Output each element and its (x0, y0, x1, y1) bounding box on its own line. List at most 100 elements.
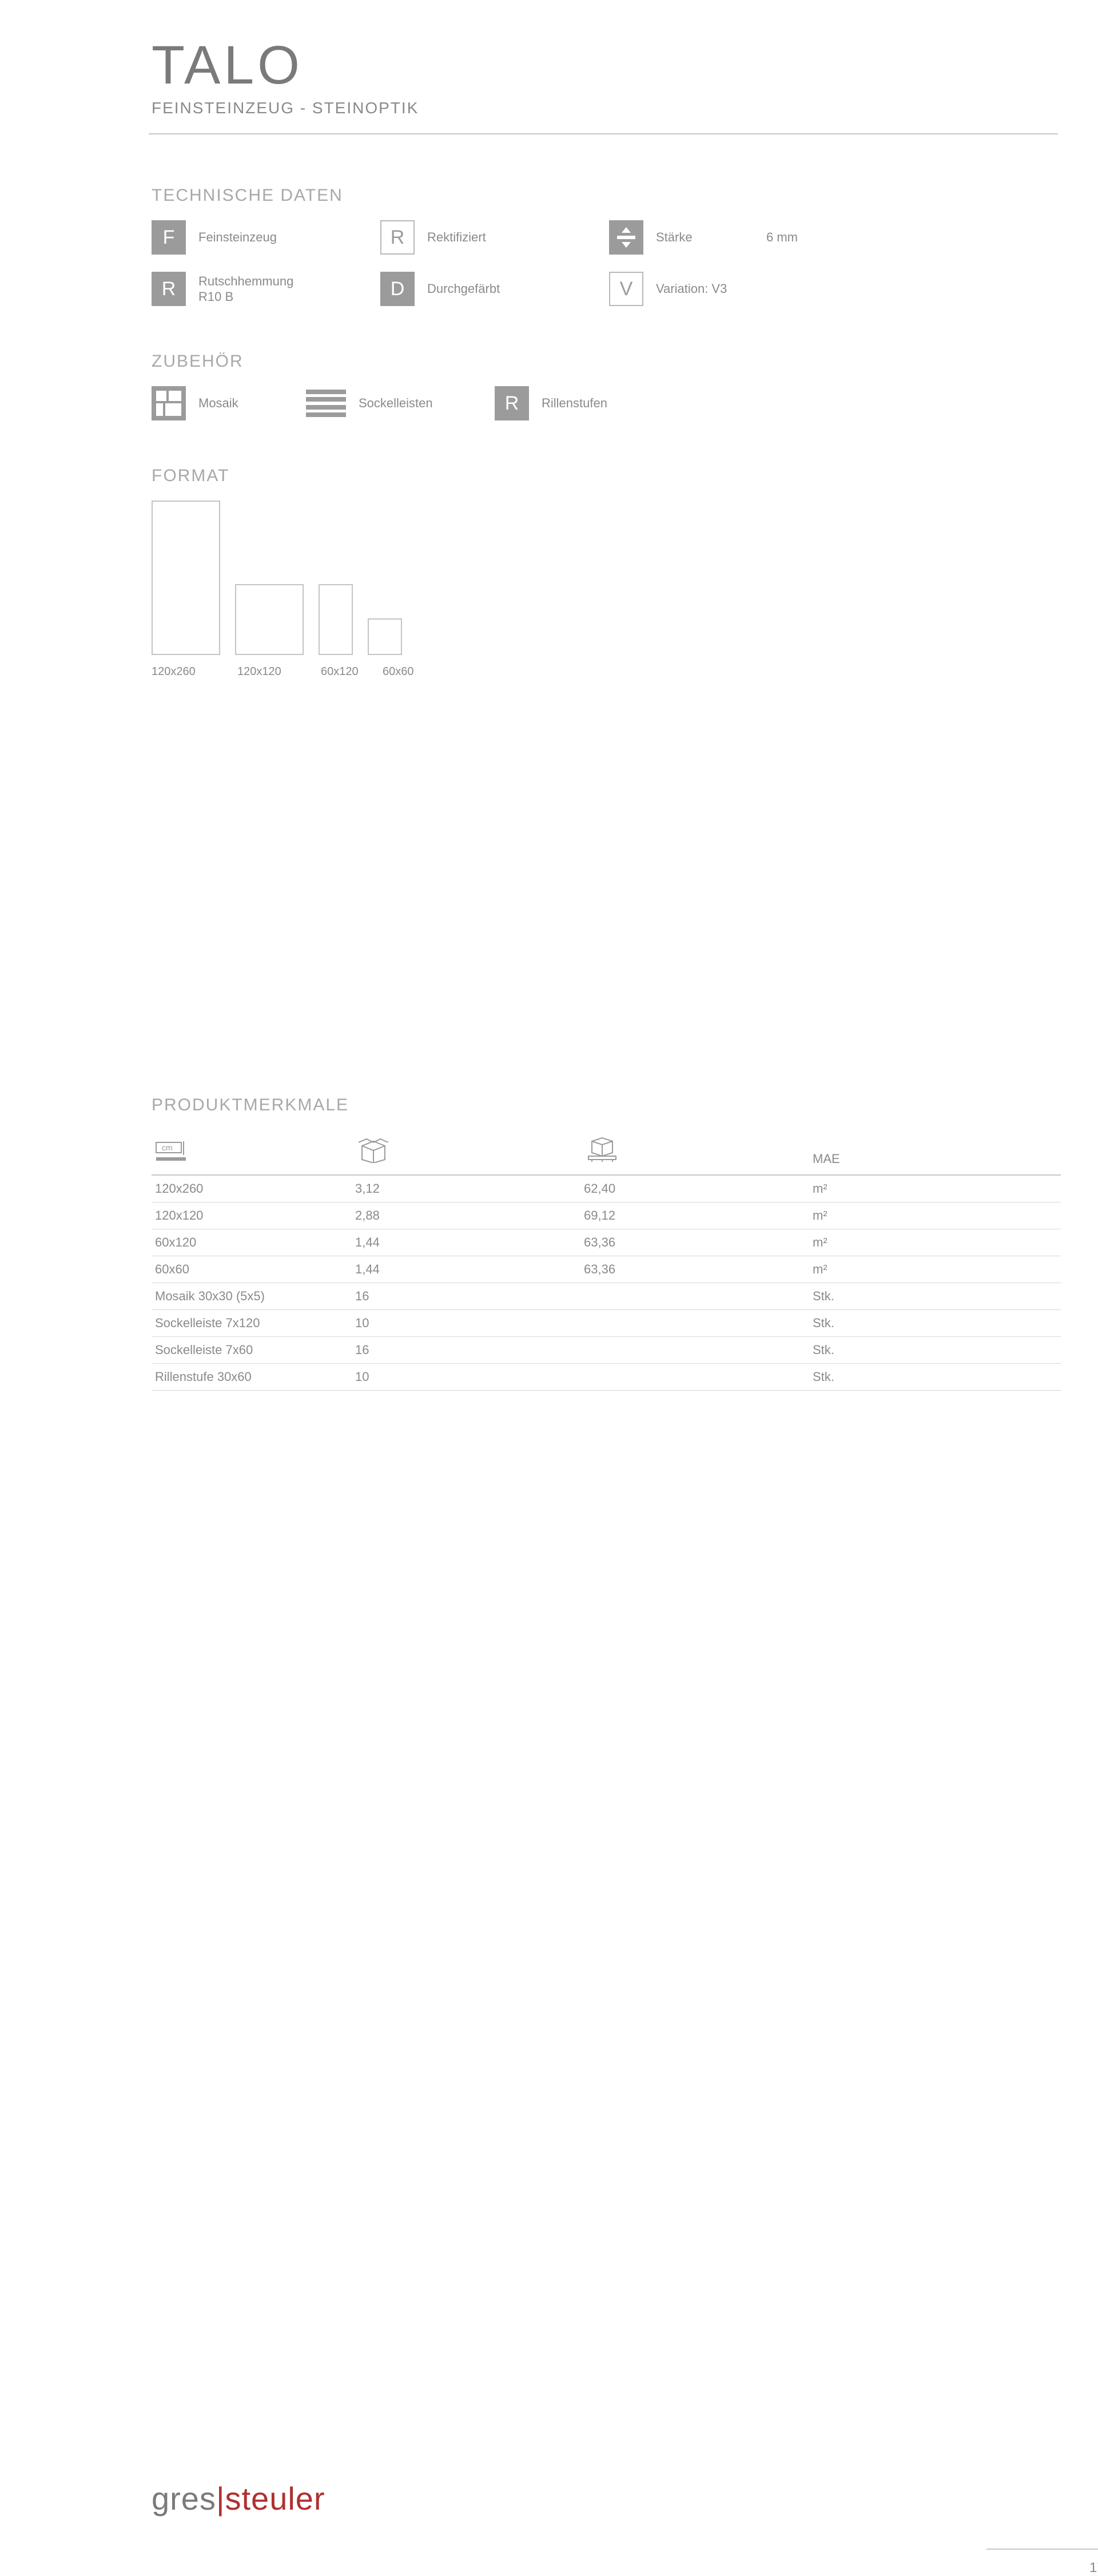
format-tile (152, 501, 220, 655)
accessories-heading: ZUBEHÖR (152, 352, 998, 371)
letter-icon: R (380, 220, 415, 255)
ruler-icon: cm (155, 1140, 189, 1166)
pm-heading: PRODUKTMERKMALE (152, 1096, 1061, 1115)
tech-item: V Variation: V3 (609, 272, 803, 306)
skirting-icon (306, 386, 346, 420)
brand-logo: gres|steuler (152, 2480, 325, 2517)
table-row: Mosaik 30x30 (5x5)16 Stk. (152, 1283, 1061, 1310)
letter-icon: V (609, 272, 643, 306)
table-row: Sockelleiste 7x12010 Stk. (152, 1310, 1061, 1337)
table-cell: 2,88 (352, 1202, 580, 1229)
table-cell: Stk. (809, 1310, 1061, 1337)
letter-icon: F (152, 220, 186, 255)
format-heading: FORMAT (152, 466, 998, 486)
table-cell: 120x120 (152, 1202, 352, 1229)
table-cell: Rillenstufe 30x60 (152, 1364, 352, 1391)
pm-header-pallet (580, 1130, 809, 1175)
tech-label: Rutschhemmung R10 B (198, 273, 293, 305)
table-cell: 69,12 (580, 1202, 809, 1229)
table-cell: 16 (352, 1337, 580, 1364)
table-cell: Stk. (809, 1283, 1061, 1310)
pm-header-size: cm (152, 1130, 352, 1175)
table-cell: Stk. (809, 1337, 1061, 1364)
tech-label-line: Rutschhemmung (198, 274, 293, 288)
pallet-icon (584, 1136, 620, 1166)
table-cell: 62,40 (580, 1175, 809, 1202)
pm-header-label: MAE (813, 1152, 840, 1166)
brand-part1: gres (152, 2480, 216, 2517)
table-cell: 63,36 (580, 1229, 809, 1256)
table-cell (580, 1310, 809, 1337)
mosaic-icon (152, 386, 186, 420)
footer-rule (986, 2549, 1098, 2550)
table-cell: 10 (352, 1310, 580, 1337)
page-title: TALO (152, 34, 998, 97)
format-tile (368, 618, 402, 655)
box-open-icon (355, 1136, 392, 1166)
table-cell: Mosaik 30x30 (5x5) (152, 1283, 352, 1310)
table-row: 120x1202,8869,12m² (152, 1202, 1061, 1229)
letter-icon: R (495, 386, 529, 420)
table-cell: 16 (352, 1283, 580, 1310)
page-number: 177 (1089, 2560, 1098, 2576)
format-tile (319, 584, 353, 655)
produktmerkmale-section: PRODUKTMERKMALE cm (152, 1096, 1061, 1391)
table-row: Rillenstufe 30x6010 Stk. (152, 1364, 1061, 1391)
table-cell: 63,36 (580, 1256, 809, 1283)
accessory-item: Sockelleisten (306, 386, 478, 420)
accessory-label: Mosaik (198, 396, 238, 411)
tech-item: D Durchgefärbt (380, 272, 592, 306)
table-cell: 10 (352, 1364, 580, 1391)
format-labels: 120x260120x12060x12060x60 (152, 665, 998, 678)
accessory-item: Mosaik (152, 386, 289, 420)
tech-value: 6 mm (766, 230, 803, 245)
letter-icon: R (152, 272, 186, 306)
table-row: 60x1201,4463,36m² (152, 1229, 1061, 1256)
page-subtitle: FEINSTEINZEUG - STEINOPTIK (152, 99, 998, 117)
pm-header-box (352, 1130, 580, 1175)
table-cell: m² (809, 1256, 1061, 1283)
table-cell: 3,12 (352, 1175, 580, 1202)
table-cell: 1,44 (352, 1229, 580, 1256)
thickness-icon (609, 220, 643, 255)
tech-label: Feinsteinzeug (198, 229, 277, 245)
catalog-page: TALO FEINSTEINZEUG - STEINOPTIK TECHNISC… (152, 34, 998, 678)
letter-icon: D (380, 272, 415, 306)
table-cell (580, 1337, 809, 1364)
pm-header-unit: MAE (809, 1130, 1061, 1175)
tech-grid: F Feinsteinzeug R Rektifiziert Stärke 6 … (152, 220, 998, 306)
format-label: 120x260 (152, 665, 237, 678)
accessories-row: Mosaik Sockelleisten R Rillenstufen (152, 386, 998, 420)
table-cell: Stk. (809, 1364, 1061, 1391)
format-label: 60x120 (321, 665, 383, 678)
format-label: 120x120 (237, 665, 321, 678)
pm-table: cm (152, 1130, 1061, 1391)
tech-row: F Feinsteinzeug R Rektifiziert Stärke 6 … (152, 220, 998, 255)
brand-part2: steuler (225, 2480, 325, 2517)
table-cell: 60x60 (152, 1256, 352, 1283)
tech-heading: TECHNISCHE DATEN (152, 186, 998, 205)
tech-label: Variation: V3 (656, 281, 727, 297)
table-cell: Sockelleiste 7x60 (152, 1337, 352, 1364)
tech-row: R Rutschhemmung R10 B D Durchgefärbt V V… (152, 272, 998, 306)
tech-label-line: R10 B (198, 289, 293, 305)
pm-header-row: cm (152, 1130, 1061, 1175)
table-cell: 60x120 (152, 1229, 352, 1256)
table-cell: m² (809, 1229, 1061, 1256)
format-tiles (152, 501, 998, 655)
table-cell (580, 1364, 809, 1391)
tech-item: Stärke 6 mm (609, 220, 803, 255)
table-cell: m² (809, 1175, 1061, 1202)
svg-text:cm: cm (162, 1143, 173, 1152)
tech-label: Durchgefärbt (427, 281, 500, 297)
brand-sep: | (216, 2480, 225, 2517)
table-cell: m² (809, 1202, 1061, 1229)
tech-label: Stärke (656, 229, 693, 245)
header-rule (149, 133, 1058, 134)
table-cell: 1,44 (352, 1256, 580, 1283)
tech-label: Rektifiziert (427, 229, 486, 245)
accessory-label: Rillenstufen (542, 396, 607, 411)
table-row: Sockelleiste 7x6016 Stk. (152, 1337, 1061, 1364)
table-cell: Sockelleiste 7x120 (152, 1310, 352, 1337)
table-cell (580, 1283, 809, 1310)
